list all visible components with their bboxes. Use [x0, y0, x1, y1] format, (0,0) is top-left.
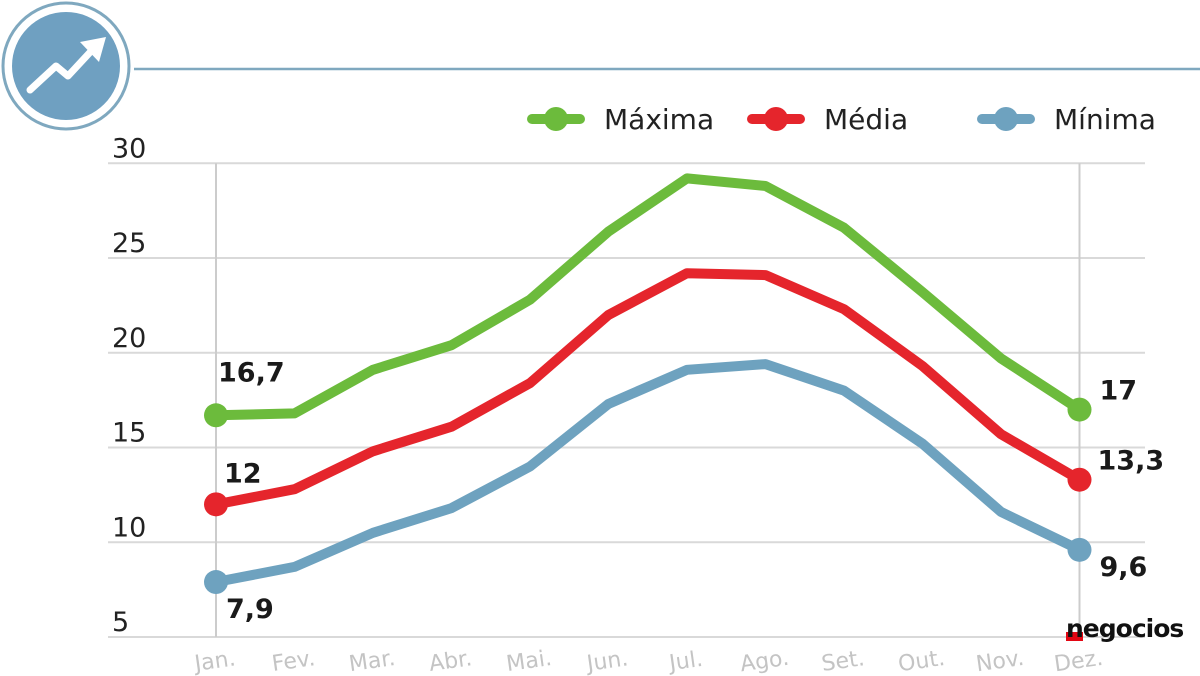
y-tick-label: 15	[112, 418, 146, 449]
legend-label: Mínima	[1054, 103, 1156, 136]
y-tick-label: 20	[112, 323, 146, 354]
x-tick-label: Ago.	[739, 646, 791, 676]
series-lines	[211, 173, 1085, 587]
trend-up-arrow-icon	[26, 37, 106, 94]
legend: Máxima Média Mínima	[527, 103, 1156, 136]
x-tick-label: Mai.	[505, 646, 554, 676]
legend-label: Máxima	[604, 103, 714, 136]
data-label: 12	[224, 458, 262, 489]
x-tick-label: Out.	[897, 646, 947, 676]
series-line-1	[211, 268, 1085, 510]
x-axis: Jan. Fev. Mar. Abr. Mai. Jun. Jul. Ago. Set. Out.…	[191, 646, 1104, 676]
data-labels: 16,7 17 12 13,3 7,9 9,6	[218, 357, 1164, 625]
endpoint-dot	[204, 492, 228, 517]
data-label: 9,6	[1100, 552, 1148, 583]
trend-badge	[1, 1, 131, 131]
series-endpoints	[204, 397, 1092, 595]
series-line-2	[211, 359, 1085, 587]
data-label: 16,7	[218, 357, 285, 388]
x-tick-label: Mar.	[347, 646, 397, 676]
x-tick-label: Dez.	[1053, 646, 1105, 676]
y-tick-label: 25	[112, 228, 146, 259]
x-tick-label: Jan.	[191, 646, 237, 676]
x-tick-label: Abr.	[428, 646, 474, 676]
x-tick-label: Set.	[820, 646, 866, 676]
y-tick-label: 10	[112, 512, 146, 543]
legend-label: Média	[824, 103, 908, 136]
endpoint-dot	[204, 570, 228, 595]
brand-accent	[1066, 632, 1083, 641]
x-tick-label: Jul.	[666, 647, 705, 676]
y-tick-label: 5	[112, 607, 129, 638]
series-line-0	[211, 173, 1085, 421]
data-label: 7,9	[226, 594, 274, 625]
legend-swatch-dot	[994, 107, 1018, 131]
data-label: 13,3	[1098, 446, 1165, 477]
y-tick-label: 30	[112, 133, 146, 164]
x-tick-label: Nov.	[974, 646, 1025, 676]
y-axis: 5 10 15 20 25 30	[112, 133, 146, 638]
legend-swatch-dot	[764, 107, 788, 131]
x-tick-label: Fev.	[270, 646, 316, 676]
endpoint-dot	[1067, 537, 1092, 562]
brand-name: negocios	[1066, 614, 1183, 643]
data-label: 17	[1100, 376, 1138, 407]
endpoint-dot	[1067, 397, 1092, 422]
x-tick-label: Jun.	[583, 646, 629, 676]
brand-logo: negocios	[1066, 614, 1184, 643]
legend-swatch-dot	[544, 107, 568, 131]
endpoint-dot	[1067, 467, 1092, 492]
endpoint-dot	[204, 403, 228, 428]
